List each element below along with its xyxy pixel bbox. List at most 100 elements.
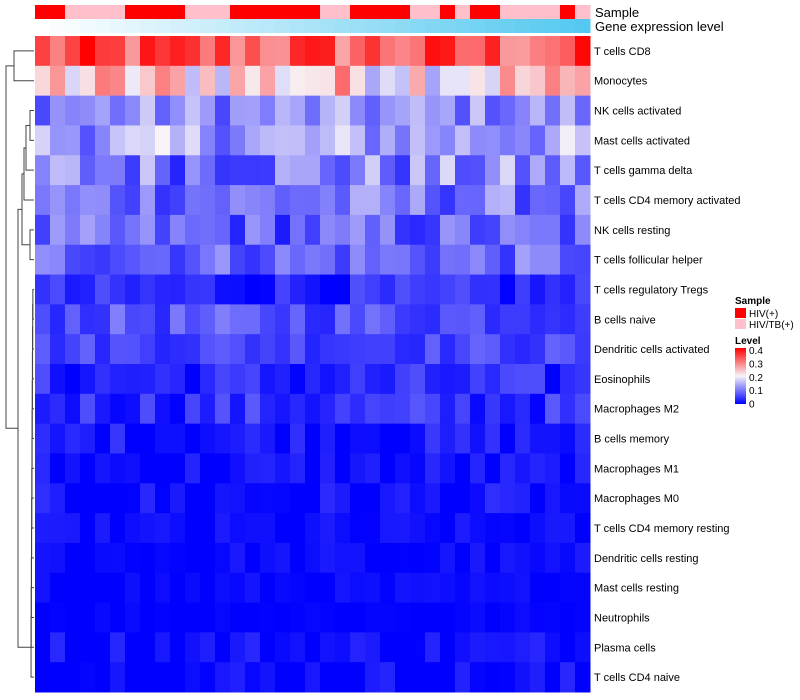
heatmap-cell	[320, 423, 336, 454]
heatmap-cell	[185, 602, 201, 633]
heatmap-cell	[260, 423, 276, 454]
heatmap-cell	[305, 662, 321, 693]
heatmap-cell	[455, 483, 471, 514]
heatmap-cell	[275, 572, 291, 604]
heatmap-cell	[575, 36, 591, 67]
expression-annotation-cell	[365, 19, 381, 33]
heatmap-cell	[395, 65, 411, 97]
heatmap-cell	[170, 632, 186, 663]
heatmap-cell	[425, 483, 441, 514]
heatmap-cell	[335, 95, 351, 126]
heatmap-cell	[215, 483, 231, 514]
heatmap-cell	[110, 364, 126, 395]
sample-annotation-cell	[125, 5, 141, 19]
heatmap-cell	[125, 125, 141, 156]
expression-annotation-cell	[485, 19, 501, 33]
heatmap-cell	[290, 304, 306, 335]
expression-annotation-cell	[155, 19, 171, 33]
legend-level-ticks: 0.4 0.3 0.2 0.1 0	[749, 346, 763, 410]
heatmap-cell	[380, 125, 396, 156]
heatmap-cell	[230, 244, 246, 276]
heatmap-cell	[260, 214, 276, 246]
heatmap-cell	[320, 602, 336, 633]
heatmap-cell	[125, 393, 141, 425]
heatmap-cell	[500, 393, 516, 425]
heatmap-cell	[140, 95, 156, 126]
heatmap-cell	[470, 662, 486, 693]
heatmap-cell	[290, 513, 306, 544]
heatmap-cell	[185, 364, 201, 395]
heatmap-cell	[335, 423, 351, 454]
heatmap-cell	[515, 214, 531, 246]
expression-annotation-cell	[545, 19, 561, 33]
heatmap-cell	[260, 304, 276, 335]
heatmap-cell	[80, 662, 96, 693]
expression-annotation-cell	[185, 19, 201, 33]
heatmap-cell	[155, 662, 171, 693]
heatmap-cell	[65, 483, 81, 514]
heatmap-cell	[125, 304, 141, 335]
heatmap-cell	[545, 36, 561, 67]
heatmap-cell	[485, 572, 501, 604]
heatmap-cell	[395, 214, 411, 246]
heatmap-cell	[200, 125, 216, 156]
heatmap-cell	[35, 453, 51, 484]
heatmap-cell	[335, 244, 351, 276]
heatmap-cell	[215, 244, 231, 276]
row-label: T cells CD8	[594, 46, 651, 58]
heatmap-cell	[245, 244, 261, 276]
heatmap-cell	[470, 244, 486, 276]
expression-annotation-cell	[440, 19, 456, 33]
heatmap-cell	[425, 304, 441, 335]
heatmap-cell	[455, 304, 471, 335]
expression-annotation-cell	[275, 19, 291, 33]
heatmap-cell	[395, 393, 411, 425]
heatmap-cell	[470, 334, 486, 365]
sample-annotation-cell	[200, 5, 216, 19]
sample-annotation-cell	[185, 5, 201, 19]
expression-annotation-cell	[50, 19, 66, 33]
expression-annotation-cell	[95, 19, 111, 33]
heatmap-cell	[455, 185, 471, 216]
sample-annotation-cell	[260, 5, 276, 19]
expression-annotation-cell	[380, 19, 396, 33]
heatmap-cell	[560, 36, 576, 67]
heatmap-cell	[560, 602, 576, 633]
dendrogram-branch	[21, 173, 30, 246]
heatmap-cell	[350, 423, 366, 454]
heatmap-cell	[485, 662, 501, 693]
heatmap-cell	[125, 214, 141, 246]
row-label: Dendritic cells resting	[594, 553, 699, 565]
heatmap-cell	[455, 513, 471, 544]
heatmap-cell	[545, 572, 561, 604]
heatmap-cell	[155, 274, 171, 305]
heatmap-cell	[80, 36, 96, 67]
heatmap-cell	[275, 453, 291, 484]
heatmap-cell	[530, 155, 546, 186]
heatmap-cell	[80, 632, 96, 663]
heatmap-cell	[155, 36, 171, 67]
heatmap-cell	[260, 244, 276, 276]
heatmap-cell	[290, 214, 306, 246]
heatmap-cell	[395, 155, 411, 186]
heatmap-cell	[410, 542, 426, 574]
expression-annotation-cell	[350, 19, 366, 33]
heatmap-cell	[500, 542, 516, 574]
heatmap-cell	[485, 95, 501, 126]
heatmap-cell	[530, 483, 546, 514]
heatmap-cell	[305, 214, 321, 246]
heatmap-cell	[500, 304, 516, 335]
heatmap-cell	[410, 393, 426, 425]
heatmap-cell	[470, 274, 486, 305]
heatmap-cell	[410, 185, 426, 216]
heatmap-cell	[95, 393, 111, 425]
heatmap-cell	[575, 155, 591, 186]
heatmap-cell	[290, 155, 306, 186]
heatmap-cell	[410, 572, 426, 604]
heatmap-cell	[350, 214, 366, 246]
heatmap-cell	[170, 244, 186, 276]
heatmap-cell	[440, 214, 456, 246]
heatmap-cell	[575, 334, 591, 365]
heatmap-cell	[515, 334, 531, 365]
heatmap-cell	[320, 393, 336, 425]
